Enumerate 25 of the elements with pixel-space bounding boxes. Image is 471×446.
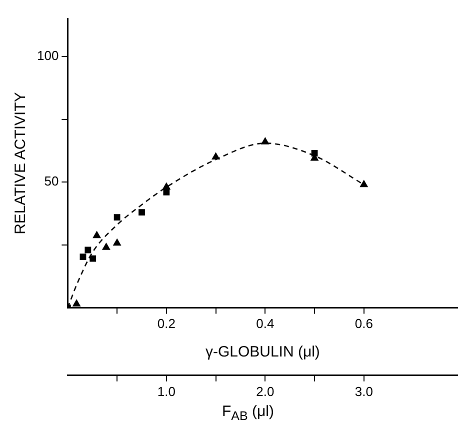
x2-tick-label: 2.0 <box>256 384 274 399</box>
x-tick-label: 0.2 <box>157 316 176 332</box>
point <box>93 231 101 238</box>
point <box>360 180 368 188</box>
point <box>72 300 80 306</box>
point <box>162 182 170 190</box>
y-axis-title: RELATIVE ACTIVITY <box>12 92 30 234</box>
point <box>212 152 220 160</box>
x2-tick-label: 3.0 <box>354 384 373 399</box>
y-tick-label: 50 <box>44 174 59 189</box>
point <box>261 138 269 144</box>
point <box>80 254 86 260</box>
point <box>113 238 121 246</box>
x2-tick-label: 1.0 <box>157 384 176 399</box>
y-tick-label: 100 <box>36 48 59 64</box>
point <box>84 246 92 254</box>
x-tick-label: 0.4 <box>256 316 274 332</box>
point <box>102 243 110 250</box>
point <box>114 214 120 221</box>
point <box>90 255 96 262</box>
x2-axis-title: F$_{AB}$ (μl) <box>221 403 275 423</box>
point <box>163 189 170 196</box>
x-axis-title: γ-GLOBULIN (μl) <box>205 344 320 361</box>
point <box>138 209 145 216</box>
x-tick-label: 0.6 <box>354 316 373 332</box>
